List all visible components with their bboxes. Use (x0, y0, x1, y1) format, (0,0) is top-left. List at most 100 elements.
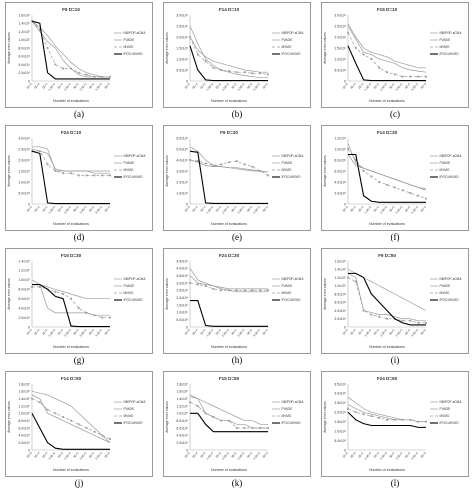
y-tick-label: 1.6x10⁷ (335, 259, 347, 263)
legend-label: MVMO (440, 45, 450, 49)
x-tick-label: 5E+5 (419, 451, 427, 459)
chart-panel: F15 D=30 1.4x10⁷ 1.2x10⁷ 1.0x10⁷ 8.0x10⁶ 6.0x… (5, 248, 153, 354)
y-tick-label: 0 (344, 79, 346, 83)
x-tick-label: 4E+5 (88, 328, 96, 336)
series-line-ipoo-mvmo (190, 412, 268, 433)
x-axis-label: Number of evaluations (369, 345, 405, 349)
x-axis-label: Number of evaluations (211, 345, 247, 349)
y-tick-label: 2.0x10⁶ (334, 411, 346, 415)
x-tick-label: 3.5E+5 (79, 205, 88, 215)
chart-svg: F9 D=10 1.6x10⁷ 1.4x10⁷ 1.2x10⁷ 1.0x10⁷ 8.0x1… (7, 7, 146, 103)
series-marker (109, 438, 111, 440)
series-marker (212, 164, 215, 167)
series-marker (77, 307, 80, 310)
x-tick-label: 3E+5 (230, 82, 238, 90)
series-marker (393, 73, 396, 76)
y-tick-label: 2.0x10⁶ (176, 35, 188, 39)
x-tick-label: 5E+4 (349, 451, 357, 459)
legend-label: MVMO (282, 45, 292, 49)
series-marker (101, 434, 104, 437)
series-line-mvmo (31, 398, 111, 440)
x-tick-label: 1.5E+5 (363, 205, 372, 215)
panel-caption: (k) (231, 478, 243, 488)
chart-panel: F9 D=50 1.6x10⁷ 1.4x10⁷ 1.2x10⁷ 1.0x10⁷ 8.0x1… (321, 248, 469, 354)
x-tick-label: 4.5E+5 (410, 328, 419, 338)
x-tick-label: 1E+0 (183, 451, 191, 459)
series-marker (228, 161, 230, 164)
x-axis-label: Number of evaluations (369, 222, 405, 226)
y-tick-label: 0 (186, 79, 188, 83)
y-tick-label: 2.0x10⁶ (18, 158, 30, 162)
chart-svg: F15 D=10 3.0x10⁶ 2.5x10⁶ 2.0x10⁶ 1.5x10⁶ 1.0x… (323, 7, 462, 103)
y-tick-label: 2.5x10⁶ (18, 147, 30, 151)
legend-label: MVMO (124, 291, 134, 295)
x-tick-label: 2E+5 (57, 82, 65, 90)
x-tick-label: 4.5E+5 (252, 451, 261, 461)
y-tick-label: 1.8x10⁷ (19, 382, 31, 386)
y-tick-label: 1.0x10⁷ (19, 412, 31, 416)
chart-cell-l: F24 D=50 3.5x10⁶ 3.0x10⁶ 2.5x10⁶ 2.0x10⁶ 1.5x… (316, 369, 474, 492)
y-tick-label: 2.5x10⁶ (176, 24, 188, 28)
legend-label: IPOO-MVMO (124, 175, 143, 179)
y-tick-label: 5.0x10⁵ (334, 68, 346, 72)
y-tick-label: 4.0x10⁶ (18, 306, 30, 310)
chart-cell-c: F15 D=10 3.0x10⁶ 2.5x10⁶ 2.0x10⁶ 1.5x10⁶ 1.0x… (316, 0, 474, 123)
y-tick-label: 1.6x10⁷ (19, 390, 31, 394)
series-marker (62, 416, 65, 418)
series-marker (85, 174, 88, 177)
y-tick-label: 5.0x10⁵ (18, 191, 30, 195)
x-tick-label: 5E+5 (261, 82, 269, 90)
y-tick-label: 2.0x10⁶ (18, 71, 30, 75)
y-tick-label: 6.0x10⁶ (334, 169, 346, 173)
legend-label: IPOO-MVMO (124, 298, 143, 302)
y-tick-label: 1.5x10⁶ (18, 169, 30, 173)
series-marker (38, 401, 41, 404)
legend-label: NBIPOP-aCMA (282, 31, 305, 35)
x-tick-label: 2.5E+5 (63, 451, 72, 461)
y-tick-label: 1.0x10⁶ (176, 311, 188, 315)
series-marker (70, 172, 72, 175)
series-marker (347, 31, 349, 34)
x-tick-label: 2.5E+5 (221, 451, 230, 461)
x-tick-label: 3E+5 (388, 451, 396, 459)
y-tick-label: 8.0x10⁶ (18, 419, 30, 423)
panel-caption: (i) (390, 355, 400, 365)
x-tick-label: 1E+5 (41, 328, 49, 336)
x-tick-label: 2.5E+5 (379, 205, 388, 215)
series-line-ipoo-mvmo (32, 284, 110, 328)
x-tick-label: 4.5E+5 (410, 82, 419, 92)
series-marker (243, 163, 246, 166)
x-tick-label: 4.5E+5 (252, 328, 261, 338)
series-marker (354, 159, 357, 161)
series-marker (204, 412, 207, 415)
y-tick-label: 8.0x10⁶ (176, 419, 188, 423)
chart-title: F14 D=50 (61, 376, 82, 381)
series-marker (196, 53, 199, 56)
y-tick-label: 5.0x10⁵ (176, 318, 188, 322)
series-marker (101, 75, 104, 78)
chart-svg: F14 D=10 3.0x10⁶ 2.5x10⁶ 2.0x10⁶ 1.5x10⁶ 1.0x… (165, 7, 305, 103)
x-tick-label: 4.5E+5 (94, 451, 103, 461)
series-line-nbipop-acma (189, 394, 268, 425)
series-marker (212, 66, 215, 69)
x-tick-label: 3E+5 (388, 328, 396, 336)
y-tick-label: 3.0x10⁶ (176, 169, 188, 173)
y-tick-label: 2.5x10⁶ (334, 24, 346, 28)
series-marker (386, 418, 388, 421)
x-axis-label: Number of evaluations (211, 222, 247, 226)
x-tick-label: 1.5E+5 (47, 451, 56, 461)
chart-panel: F24 D=10 3.0x10⁶ 2.5x10⁶ 2.0x10⁶ 1.5x10⁶ 1.0x… (5, 125, 153, 231)
panel-caption: (j) (74, 478, 84, 488)
y-tick-label: 2.5x10⁶ (176, 289, 188, 293)
y-tick-label: 0 (28, 325, 30, 329)
x-tick-label: 1.5E+5 (363, 82, 372, 92)
series-line-pvade (189, 146, 269, 173)
x-tick-label: 4E+5 (88, 205, 96, 213)
x-tick-label: 1E+0 (341, 82, 349, 90)
x-tick-label: 5E+4 (33, 82, 41, 90)
series-line-ipoo-mvmo (348, 153, 426, 203)
x-tick-label: 5E+4 (191, 451, 199, 459)
y-tick-label: 5.0x10⁶ (176, 147, 188, 151)
chart-panel: F14 D=50 1.8x10⁷ 1.6x10⁷ 1.4x10⁷ 1.2x10⁷ 1.0x… (5, 371, 153, 477)
y-tick-label: 1.4x10⁷ (19, 259, 31, 263)
